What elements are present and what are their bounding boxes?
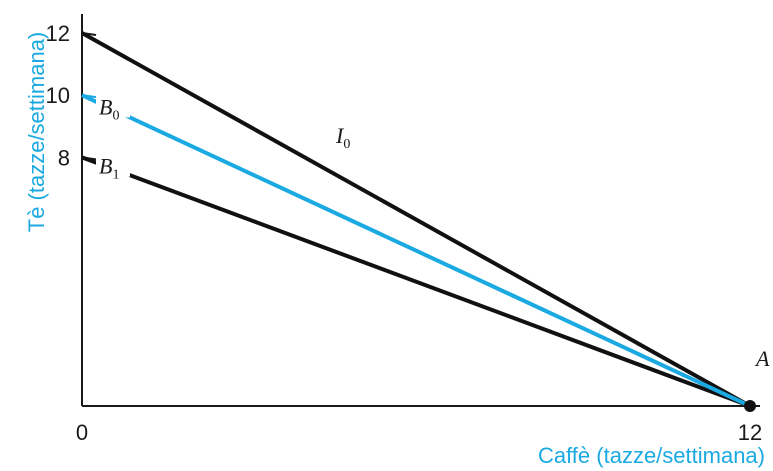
series-label-b1: B1 xyxy=(99,154,119,183)
series-label-i0-sub: 0 xyxy=(343,137,350,152)
y-tick-label-12: 12 xyxy=(46,21,70,46)
point-label-a: A xyxy=(754,346,770,371)
x-tick-label-0: 0 xyxy=(76,420,88,445)
y-tick-label-8: 8 xyxy=(58,145,70,170)
series-line-b1 xyxy=(81,155,751,408)
x-tick-label-12: 12 xyxy=(738,420,762,445)
series-line-b0 xyxy=(81,93,751,408)
series-label-b1-sub: 1 xyxy=(112,168,119,183)
x-axis-title: Caffè (tazze/settimana) xyxy=(538,443,765,468)
series-label-b0-sub: 0 xyxy=(112,108,119,123)
y-tick-label-10: 10 xyxy=(46,83,70,108)
point-a xyxy=(744,400,756,412)
label-gap-b0 xyxy=(96,95,130,118)
series-label-i0-main: I xyxy=(335,123,345,148)
series-label-b1-main: B xyxy=(99,154,112,179)
series-line-i0 xyxy=(81,31,751,408)
series-label-b0: B0 xyxy=(99,94,119,123)
label-gap-b1 xyxy=(96,154,130,177)
series-label-b0-main: B xyxy=(99,94,112,119)
series-label-i0: I0 xyxy=(335,123,350,152)
y-axis-title: Tè (tazze/settimana) xyxy=(24,32,49,233)
